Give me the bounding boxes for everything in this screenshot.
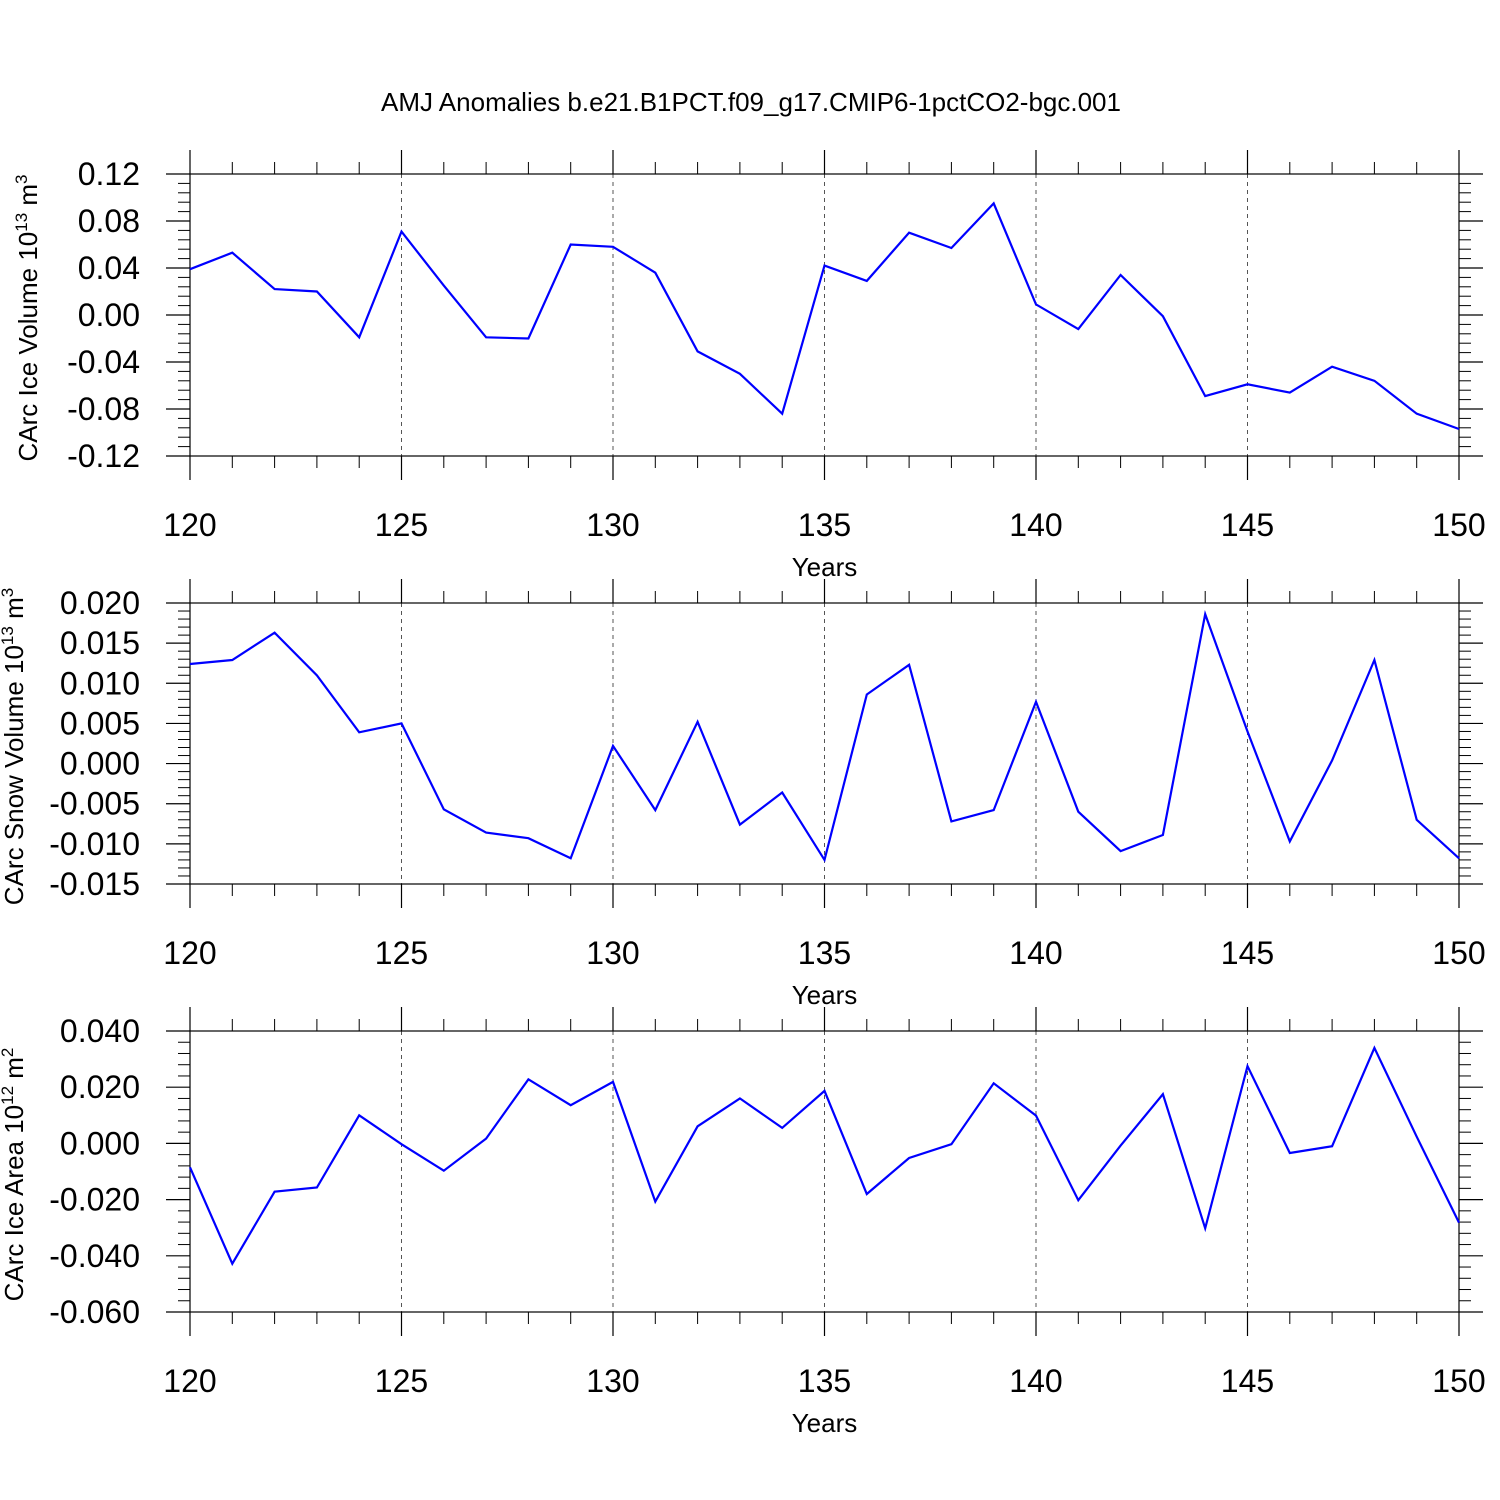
y-tick-label: 0.015 — [60, 625, 140, 661]
y-axis-title-superscript: 13 — [0, 626, 17, 645]
series-line — [189, 201, 1460, 431]
x-tick-label: 130 — [586, 935, 639, 971]
y-axis-title-part: CArc Ice Area 10 — [0, 1105, 29, 1302]
y-tick-label: -0.12 — [67, 438, 140, 474]
figure-title: AMJ Anomalies b.e21.B1PCT.f09_g17.CMIP6-… — [381, 87, 1121, 117]
y-tick-label: -0.060 — [49, 1294, 140, 1330]
y-tick-label: -0.005 — [49, 786, 140, 822]
x-axis-title: Years — [792, 980, 858, 1010]
x-tick-label: 125 — [375, 1363, 428, 1399]
x-tick-label: 120 — [163, 935, 216, 971]
y-axis-title: CArc Ice Area 1012 m2 — [0, 1048, 29, 1302]
y-axis-title-superscript: 2 — [0, 1048, 17, 1057]
y-tick-label: 0.005 — [60, 705, 140, 741]
x-axis-title: Years — [792, 552, 858, 582]
chart-panels: 120 125 130 135 140 145 150 -0.12 -0.08 -0.04 0.00… — [0, 150, 1486, 1438]
y-tick-label: 0.000 — [60, 1125, 140, 1161]
y-tick-label: 0.010 — [60, 665, 140, 701]
y-axis-title-part: CArc Snow Volume 10 — [0, 645, 29, 905]
y-axis-title: CArc Snow Volume 1013 m3 — [0, 588, 29, 905]
x-axis-title: Years — [792, 1408, 858, 1438]
y-axis-title-part: m — [13, 184, 43, 213]
x-tick-label: 145 — [1221, 507, 1274, 543]
x-tick-label: 125 — [375, 507, 428, 543]
y-axis-title-part: CArc Ice Volume 10 — [13, 232, 43, 462]
y-axis-title-superscript: 3 — [0, 588, 17, 597]
y-tick-label: -0.020 — [49, 1182, 140, 1218]
x-tick-label: 150 — [1432, 935, 1485, 971]
series-line — [189, 610, 1460, 863]
x-tick-label: 120 — [163, 1363, 216, 1399]
y-tick-label: 0.040 — [60, 1013, 140, 1049]
chart-panel-2: 120 125 130 135 140 145 150 -0.015 -0.010 -0.005 0… — [0, 579, 1486, 1010]
x-tick-label: 145 — [1221, 1363, 1274, 1399]
y-tick-label: -0.040 — [49, 1238, 140, 1274]
y-tick-label: 0.00 — [78, 297, 140, 333]
x-tick-label: 135 — [798, 935, 851, 971]
y-tick-label: 0.08 — [78, 203, 140, 239]
y-axis-title-superscript: 12 — [0, 1086, 17, 1105]
x-tick-label: 130 — [586, 1363, 639, 1399]
y-tick-label: 0.000 — [60, 746, 140, 782]
y-axis-title-part: m — [0, 597, 29, 626]
y-tick-label: -0.010 — [49, 826, 140, 862]
plot-frame — [189, 173, 1460, 457]
x-tick-label: 150 — [1432, 507, 1485, 543]
series-line — [188, 1045, 1460, 1267]
y-tick-label: 0.12 — [78, 156, 140, 192]
y-tick-label: 0.020 — [60, 585, 140, 621]
chart-panel-1: 120 125 130 135 140 145 150 -0.12 -0.08 -0.04 0.00… — [12, 150, 1486, 582]
x-tick-label: 120 — [163, 507, 216, 543]
x-tick-label: 140 — [1009, 507, 1062, 543]
y-tick-label: -0.015 — [49, 866, 140, 902]
x-tick-label: 135 — [798, 507, 851, 543]
x-tick-label: 150 — [1432, 1363, 1485, 1399]
plot-frame — [189, 602, 1460, 885]
y-tick-label: -0.04 — [67, 344, 140, 380]
x-tick-label: 135 — [798, 1363, 851, 1399]
x-tick-label: 140 — [1009, 935, 1062, 971]
x-tick-label: 130 — [586, 507, 639, 543]
x-tick-label: 140 — [1009, 1363, 1062, 1399]
y-axis-title-superscript: 3 — [12, 174, 31, 183]
y-tick-label: 0.04 — [78, 250, 140, 286]
y-axis-title-part: m — [0, 1057, 29, 1086]
y-tick-label: 0.020 — [60, 1069, 140, 1105]
chart-panel-3: 120 125 130 135 140 145 150 -0.060 -0.040 -0.020 0… — [0, 1007, 1486, 1438]
y-axis-title: CArc Ice Volume 1013 m3 — [12, 174, 43, 461]
x-tick-label: 145 — [1221, 935, 1274, 971]
plot-frame — [189, 1030, 1460, 1313]
x-tick-label: 125 — [375, 935, 428, 971]
y-axis-title-superscript: 13 — [12, 213, 31, 232]
y-tick-label: -0.08 — [67, 391, 140, 427]
